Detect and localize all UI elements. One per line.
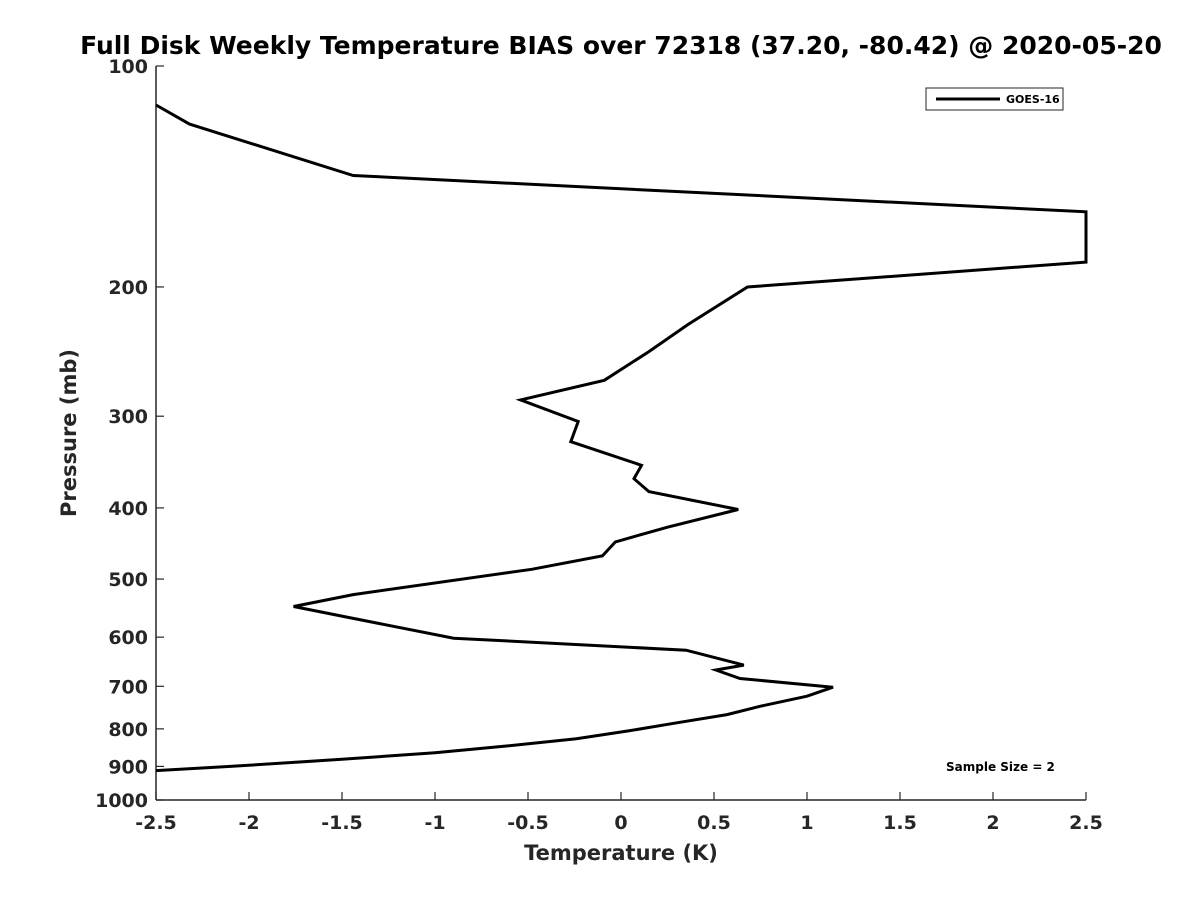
x-axis-label: Temperature (K) [524, 841, 718, 865]
x-tick-label: -1 [424, 812, 445, 834]
x-ticks: -2.5 -2 -1.5 -1 -0.5 0 0.5 1 1.5 2 2.5 [135, 792, 1103, 834]
y-tick-label: 700 [108, 676, 148, 698]
y-tick-label: 900 [108, 756, 148, 778]
chart-title: Full Disk Weekly Temperature BIAS over 7… [80, 31, 1162, 60]
x-tick-label: -1.5 [321, 812, 363, 834]
y-tick-label: 400 [108, 498, 148, 520]
x-tick-label: 1 [800, 812, 813, 834]
series-layer [155, 103, 1088, 773]
series-line-goes-16 [155, 103, 1088, 773]
plot-area [155, 66, 1086, 801]
y-tick-label: 800 [108, 719, 148, 741]
x-tick-label: 0 [614, 812, 627, 834]
x-tick-label: 2.5 [1069, 812, 1103, 834]
x-tick-label: 1.5 [883, 812, 917, 834]
y-ticks: 100 200 300 400 500 600 700 800 900 1000 [95, 56, 164, 812]
legend: GOES-16 [925, 87, 1064, 111]
x-tick-label: -2 [238, 812, 259, 834]
y-axis-label: Pressure (mb) [57, 349, 81, 517]
x-tick-label: 2 [986, 812, 999, 834]
x-tick-label: 0.5 [697, 812, 731, 834]
y-tick-label: 100 [108, 56, 148, 78]
y-tick-label: 1000 [95, 790, 148, 812]
y-tick-label: 200 [108, 277, 148, 299]
y-tick-label: 500 [108, 569, 148, 591]
x-tick-label: -2.5 [135, 812, 177, 834]
legend-entry-goes-16: GOES-16 [1006, 93, 1060, 106]
y-tick-label: 300 [108, 406, 148, 428]
y-tick-label: 600 [108, 627, 148, 649]
x-tick-label: -0.5 [507, 812, 549, 834]
sample-size-annotation: Sample Size = 2 [946, 760, 1055, 774]
